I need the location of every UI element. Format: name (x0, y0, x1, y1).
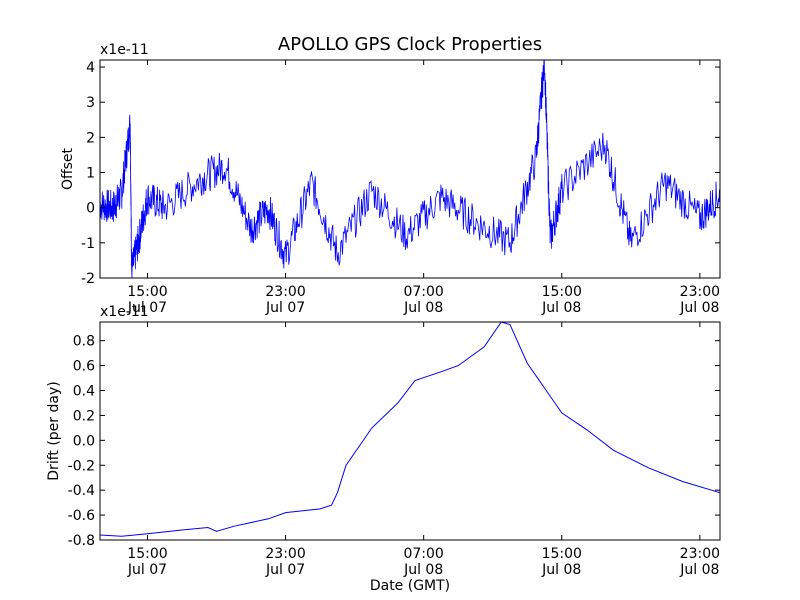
y-tick-label: 0.2 (73, 408, 95, 424)
y-tick-label: 0.8 (73, 334, 95, 350)
drift-panel: -0.8-0.6-0.4-0.20.00.20.40.60.815:00Jul … (46, 304, 721, 594)
x-tick-date: Jul 08 (403, 562, 443, 578)
x-tick-date: Jul 07 (265, 562, 305, 578)
y-tick-label: -0.2 (68, 458, 95, 474)
y-tick-label: 0.6 (73, 359, 95, 375)
y-axis-label: Drift (per day) (46, 381, 62, 480)
x-tick-time: 15:00 (127, 284, 167, 300)
x-tick-time: 07:00 (403, 284, 443, 300)
chart-title: APOLLO GPS Clock Properties (278, 34, 542, 55)
y-tick-label: 2 (86, 130, 95, 146)
y-axis-label: Offset (60, 147, 76, 190)
x-tick-date: Jul 08 (403, 300, 443, 316)
y-tick-label: -0.8 (68, 533, 95, 549)
x-tick-time: 15:00 (542, 284, 582, 300)
x-tick-time: 07:00 (403, 546, 443, 562)
y-tick-label: -0.6 (68, 508, 95, 524)
x-tick-date: Jul 08 (541, 562, 581, 578)
axes-frame (99, 59, 721, 279)
y-tick-label: 0 (86, 201, 95, 217)
x-tick-date: Jul 08 (679, 562, 719, 578)
y-tick-label: -1 (81, 236, 95, 252)
x-tick-time: 15:00 (542, 546, 582, 562)
y-tick-label: -2 (81, 271, 95, 287)
axis-offset-label: x1e-11 (100, 304, 149, 320)
axes-frame (99, 321, 721, 541)
axis-offset-label: x1e-11 (100, 42, 149, 58)
series-line-0 (99, 321, 721, 537)
x-tick-date: Jul 08 (679, 300, 719, 316)
x-tick-time: 23:00 (680, 546, 720, 562)
x-tick-time: 15:00 (127, 546, 167, 562)
x-tick-time: 23:00 (265, 284, 305, 300)
y-tick-label: 0.0 (73, 433, 95, 449)
x-tick-date: Jul 07 (127, 300, 167, 316)
series-line-0 (99, 59, 721, 279)
x-tick-time: 23:00 (265, 546, 305, 562)
y-tick-label: -0.4 (68, 483, 95, 499)
y-tick-label: 0.4 (73, 384, 95, 400)
x-tick-time: 23:00 (680, 284, 720, 300)
x-tick-date: Jul 07 (127, 562, 167, 578)
y-tick-label: 4 (86, 60, 95, 76)
x-axis-label: Date (GMT) (370, 578, 450, 594)
x-tick-date: Jul 07 (265, 300, 305, 316)
x-tick-date: Jul 08 (541, 300, 581, 316)
y-tick-label: 1 (86, 166, 95, 182)
y-tick-label: 3 (86, 95, 95, 111)
